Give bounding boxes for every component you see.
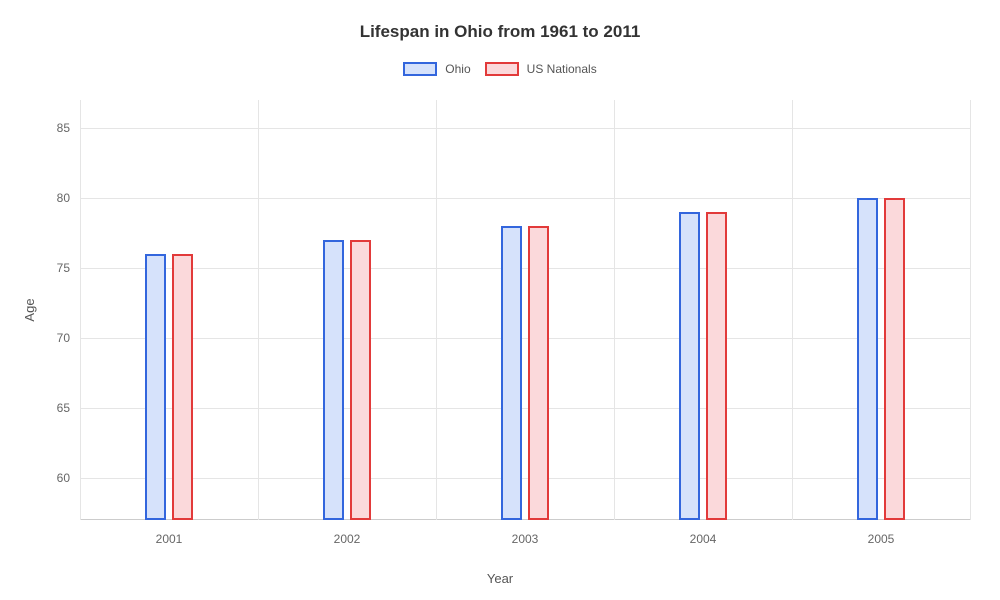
plot-area: 60657075808520012002200320042005 bbox=[80, 100, 970, 520]
y-tick-label: 70 bbox=[40, 331, 80, 345]
bar bbox=[706, 212, 727, 520]
gridline bbox=[80, 478, 970, 479]
bar bbox=[679, 212, 700, 520]
vgridline bbox=[614, 100, 615, 520]
gridline bbox=[80, 338, 970, 339]
bar bbox=[528, 226, 549, 520]
legend-label: US Nationals bbox=[527, 62, 597, 76]
x-axis-label: Year bbox=[0, 571, 1000, 586]
bar bbox=[884, 198, 905, 520]
x-tick-label: 2002 bbox=[334, 520, 361, 546]
vgridline bbox=[80, 100, 81, 520]
legend-item: US Nationals bbox=[485, 62, 597, 76]
vgridline bbox=[258, 100, 259, 520]
vgridline bbox=[970, 100, 971, 520]
bar bbox=[172, 254, 193, 520]
vgridline bbox=[436, 100, 437, 520]
bar bbox=[145, 254, 166, 520]
gridline bbox=[80, 268, 970, 269]
x-tick-label: 2003 bbox=[512, 520, 539, 546]
y-tick-label: 65 bbox=[40, 401, 80, 415]
vgridline bbox=[792, 100, 793, 520]
gridline bbox=[80, 408, 970, 409]
gridline bbox=[80, 128, 970, 129]
bar bbox=[350, 240, 371, 520]
y-tick-label: 85 bbox=[40, 121, 80, 135]
y-tick-label: 60 bbox=[40, 471, 80, 485]
legend-swatch bbox=[485, 62, 519, 76]
legend-label: Ohio bbox=[445, 62, 470, 76]
bar bbox=[857, 198, 878, 520]
legend-item: Ohio bbox=[403, 62, 470, 76]
x-tick-label: 2004 bbox=[690, 520, 717, 546]
x-tick-label: 2001 bbox=[156, 520, 183, 546]
y-tick-label: 75 bbox=[40, 261, 80, 275]
bar bbox=[501, 226, 522, 520]
bar bbox=[323, 240, 344, 520]
chart-title: Lifespan in Ohio from 1961 to 2011 bbox=[0, 22, 1000, 42]
gridline bbox=[80, 198, 970, 199]
legend: Ohio US Nationals bbox=[0, 62, 1000, 76]
chart-container: Lifespan in Ohio from 1961 to 2011 Ohio U… bbox=[0, 0, 1000, 600]
y-axis-label: Age bbox=[22, 298, 37, 321]
legend-swatch bbox=[403, 62, 437, 76]
x-tick-label: 2005 bbox=[868, 520, 895, 546]
y-tick-label: 80 bbox=[40, 191, 80, 205]
